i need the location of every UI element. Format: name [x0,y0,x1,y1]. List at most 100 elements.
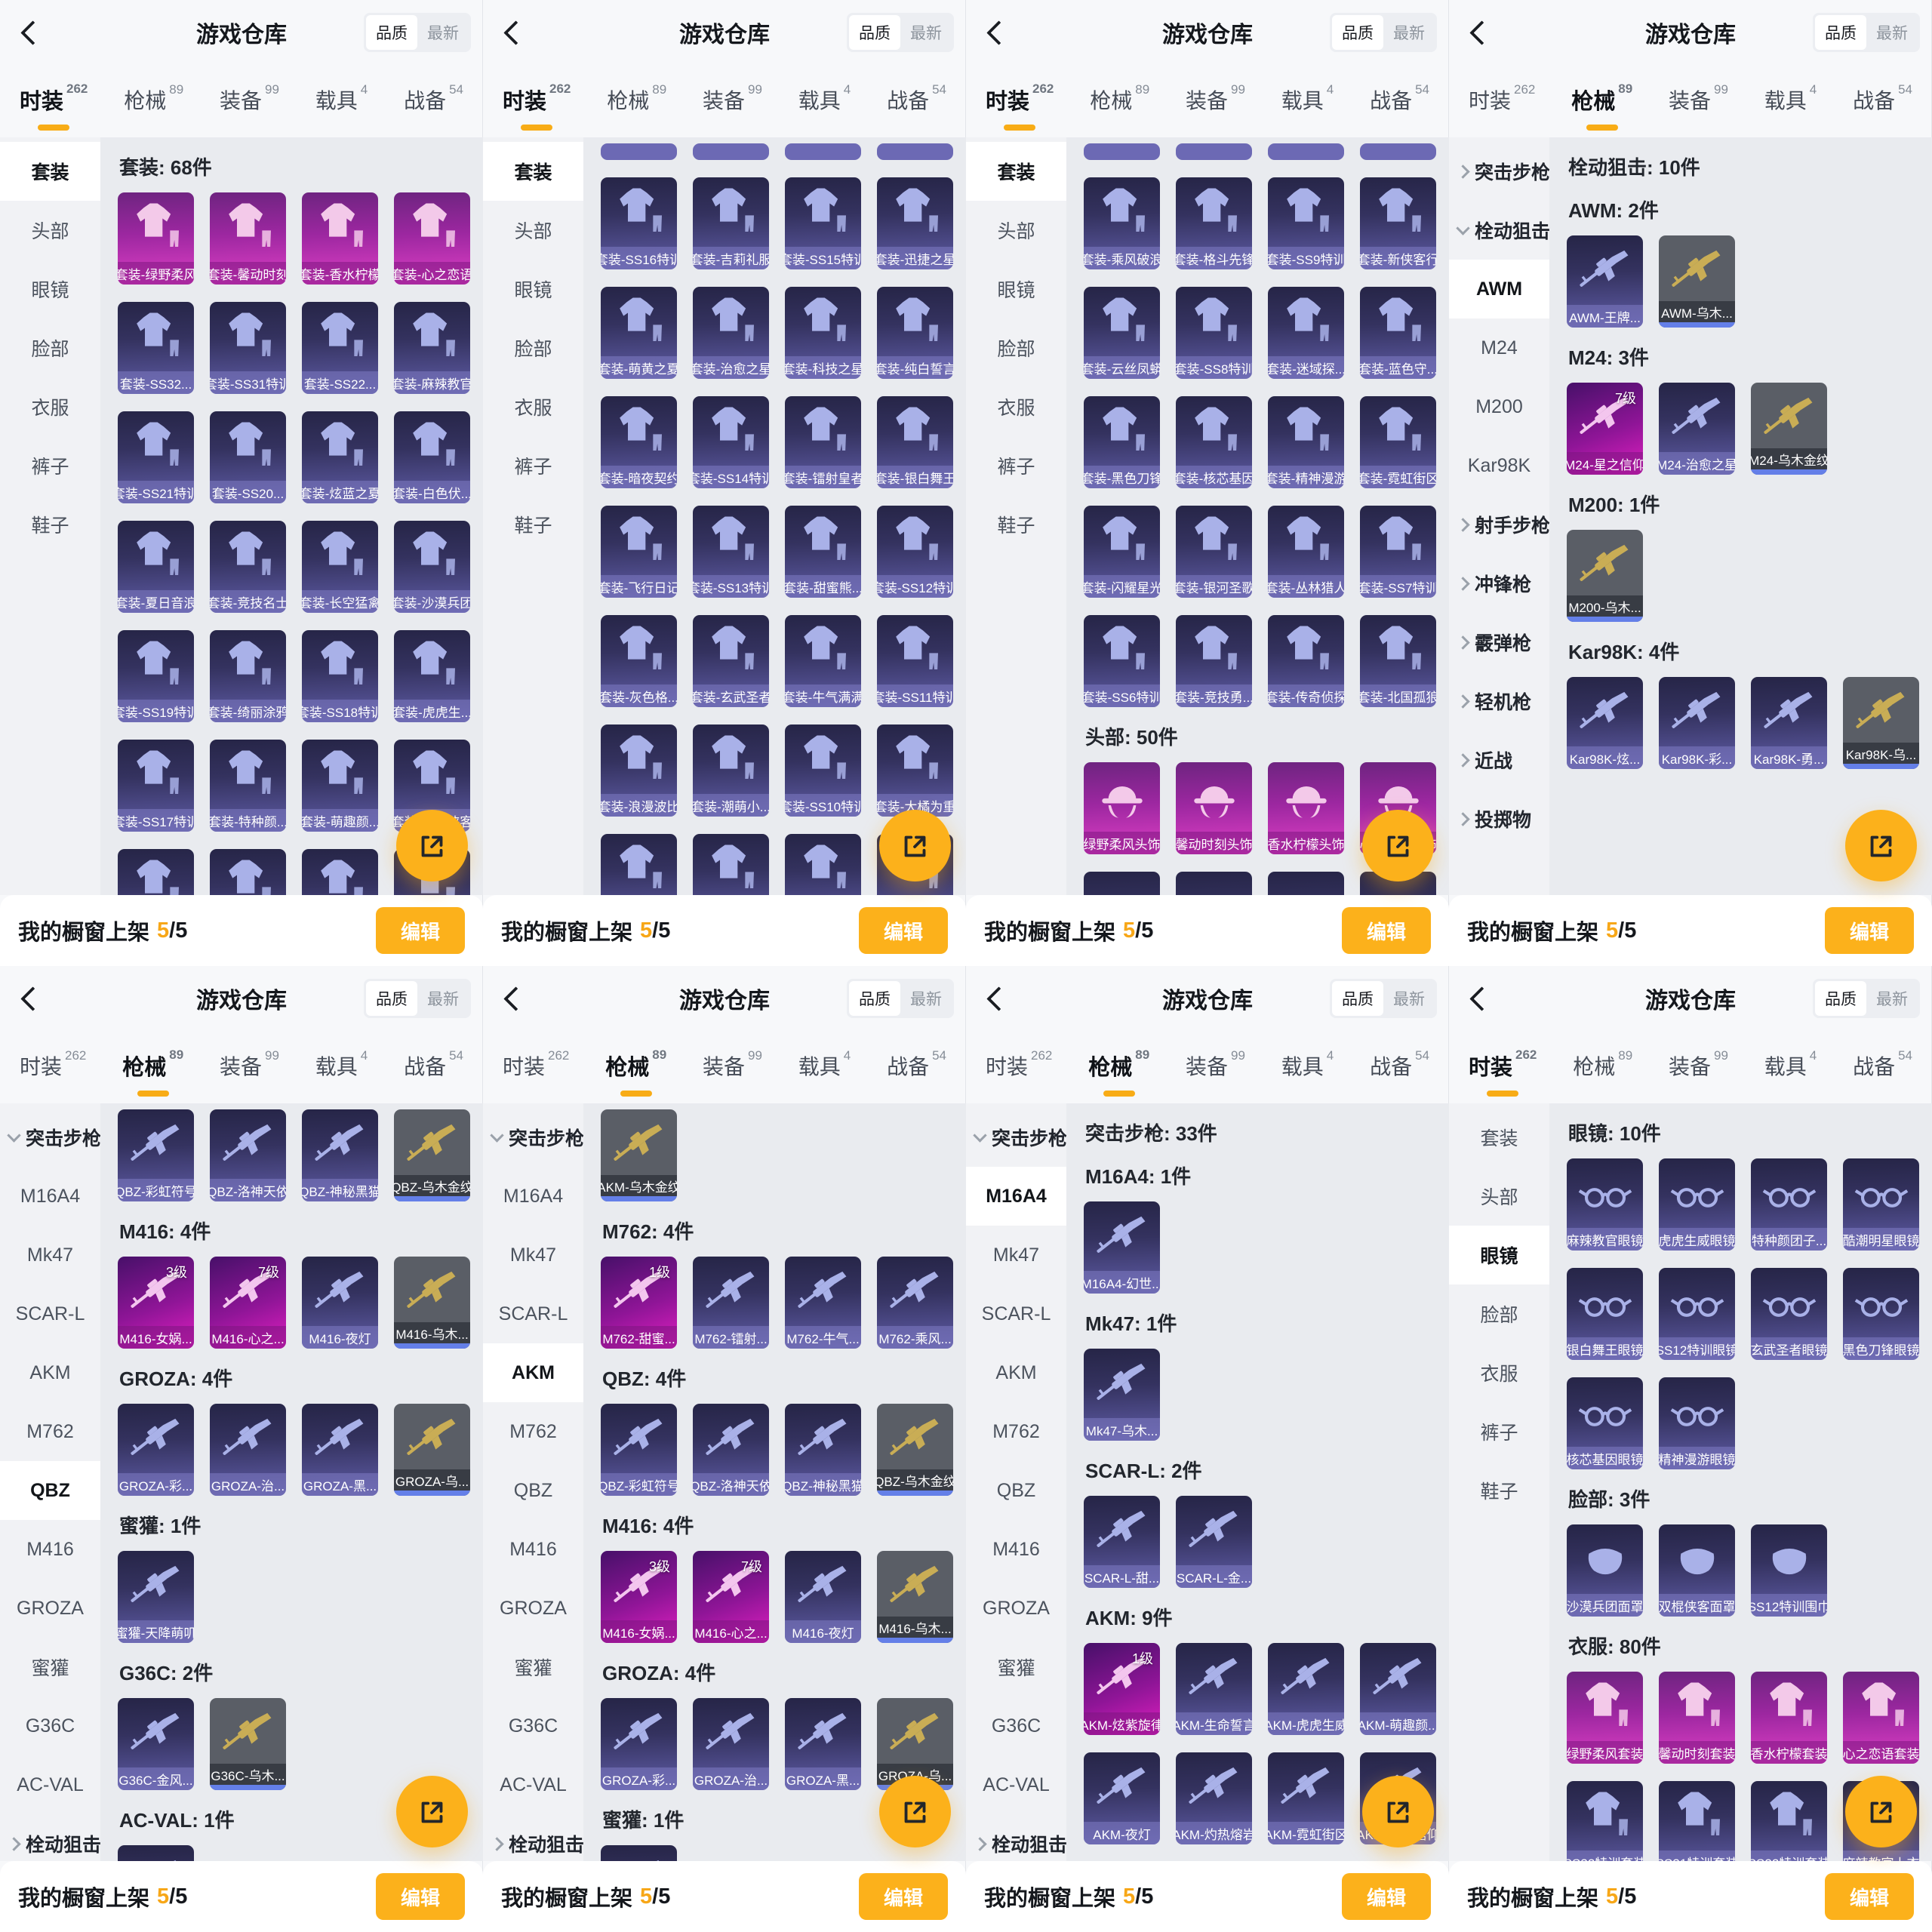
sidebar-item[interactable]: 套装 [1449,1108,1549,1167]
edit-button[interactable]: 编辑 [859,1873,948,1920]
item-card[interactable]: 套装-SS18特训 [302,630,378,722]
edit-button[interactable]: 编辑 [1825,907,1914,954]
item-card[interactable]: Kar98K-彩... [1659,677,1735,769]
tab-supplies[interactable]: 战备 54 [1851,1046,1914,1088]
share-fab-button[interactable] [1845,1776,1917,1847]
item-card[interactable]: AKM-乌木金纹 [601,1109,677,1201]
sidebar-item[interactable]: 头部 [966,201,1066,260]
sidebar-item[interactable]: G36C [966,1697,1066,1755]
tab-vehicles[interactable]: 载具 4 [314,80,369,122]
item-card[interactable]: 套装-暗夜契约 [601,396,677,488]
item-card[interactable]: M16A4-幻世... [1084,1201,1160,1294]
edit-button[interactable]: 编辑 [376,907,465,954]
item-card[interactable]: 套装-SS31特训 [210,302,286,394]
item-card[interactable]: 套装-SS15特训 [785,177,861,269]
item-card[interactable]: 套装-治愈之星 [693,287,769,379]
item-card[interactable]: 套装-迷域探... [1268,287,1344,379]
sidebar-item[interactable]: 衣服 [1449,1343,1549,1402]
item-card[interactable] [210,849,286,895]
back-button[interactable] [981,15,1016,50]
item-card[interactable]: 套装-虎虎生... [394,630,470,722]
item-card[interactable]: AKM-萌趣颜... [1360,1643,1436,1735]
tab-vehicles[interactable]: 载具 4 [797,80,852,122]
item-card[interactable]: 银白舞王眼镜 [1567,1268,1643,1360]
back-button[interactable] [498,981,533,1016]
sidebar-item[interactable]: 投掷物 [1449,789,1549,848]
sidebar-item[interactable]: AWM [1449,260,1549,318]
sidebar-item[interactable]: M16A4 [483,1167,583,1226]
edit-button[interactable]: 编辑 [1825,1873,1914,1920]
sidebar-item[interactable]: SCAR-L [0,1284,100,1343]
sort-option-quality[interactable]: 品质 [1815,981,1866,1016]
item-card[interactable]: G36C-金风... [118,1698,194,1790]
sidebar-item[interactable]: 鞋子 [966,495,1066,554]
tab-supplies[interactable]: 战备 54 [1368,80,1431,122]
item-card[interactable]: 套装-乘风破浪 [1084,177,1160,269]
item-card[interactable]: GROZA-乌... [394,1404,470,1496]
edit-button[interactable]: 编辑 [859,907,948,954]
sidebar-item[interactable]: Mk47 [483,1226,583,1284]
sidebar-item[interactable]: 衣服 [966,377,1066,436]
item-card[interactable]: AKM-虎虎生威 [1268,1643,1344,1735]
tab-gear[interactable]: 装备 99 [1667,80,1730,122]
item-card[interactable]: 套装-夏日音浪 [118,521,194,613]
item-card[interactable]: 蜜獾-天降萌叽 [601,1845,677,1861]
tab-supplies[interactable]: 战备 54 [1368,1046,1431,1088]
item-card[interactable]: 套装-新侠客行 [1360,177,1436,269]
tab-weapons[interactable]: 枪械 89 [122,80,185,122]
tab-supplies[interactable]: 战备 54 [885,1046,948,1088]
tab-fashion[interactable]: 时装 262 [1467,80,1537,122]
item-card[interactable]: SS12特训围巾 [1751,1524,1827,1617]
sidebar-item[interactable]: 裤子 [966,436,1066,495]
item-card[interactable]: 套装-潮萌小... [693,724,769,817]
sidebar-item[interactable]: SCAR-L [966,1284,1066,1343]
sidebar-item[interactable]: 脸部 [1449,1284,1549,1343]
item-card[interactable]: M416-乌木... [394,1257,470,1349]
sidebar-item[interactable]: 套装 [0,142,100,201]
item-card[interactable]: 套装-吉莉礼服 [693,177,769,269]
item-card[interactable]: 馨动时刻头饰 [1176,762,1252,854]
item-card[interactable]: QBZ-洛神天依 [210,1109,286,1201]
sort-option-latest[interactable]: 最新 [1393,25,1425,42]
item-card[interactable]: 套装-竞技勇... [1176,615,1252,707]
sidebar-item[interactable]: M762 [483,1402,583,1461]
item-card[interactable]: 套装-SS22... [302,302,378,394]
sidebar-item[interactable]: G36C [0,1697,100,1755]
sidebar-item[interactable]: Kar98K [1449,436,1549,495]
sidebar-item[interactable]: 鞋子 [1449,1461,1549,1520]
item-card[interactable]: 套装-心之恋语 [394,192,470,285]
item-card[interactable]: GROZA-治... [693,1698,769,1790]
sidebar-item[interactable]: M416 [0,1520,100,1579]
sidebar-item[interactable]: 栓动狙击 [483,1814,583,1861]
item-card[interactable]: 虎虎生威眼镜 [1659,1158,1735,1251]
sidebar-item[interactable]: 裤子 [1449,1402,1549,1461]
item-card[interactable]: 套装-银白舞王 [877,396,953,488]
item-card[interactable]: 套装-竞技名士 [210,521,286,613]
tab-supplies[interactable]: 战备 54 [1851,80,1914,122]
item-card[interactable]: 套装-SS32... [118,302,194,394]
sidebar-item[interactable]: M200 [1449,377,1549,436]
item-card[interactable]: 绿野柔风套装 [1567,1672,1643,1764]
item-card[interactable] [601,834,677,895]
sidebar-item[interactable]: AKM [0,1343,100,1402]
item-card[interactable] [1176,872,1252,895]
tab-fashion[interactable]: 时装 262 [501,1046,571,1088]
item-card[interactable]: Kar98K-勇... [1751,677,1827,769]
item-card[interactable]: 7级 M416-心之... [693,1551,769,1643]
item-card[interactable]: 7级 M416-心之... [210,1257,286,1349]
tab-gear[interactable]: 装备 99 [701,80,764,122]
item-card[interactable]: 套装-香水柠檬 [302,192,378,285]
item-card[interactable]: 心之恋语套装 [1843,1672,1919,1764]
sort-option-quality[interactable]: 品质 [1815,15,1866,50]
back-button[interactable] [1464,981,1499,1016]
tab-weapons[interactable]: 枪械 89 [1088,80,1151,122]
sidebar-item[interactable]: 鞋子 [0,495,100,554]
sidebar-item[interactable]: 套装 [966,142,1066,201]
item-card[interactable]: 套装-浪漫波比 [601,724,677,817]
item-card[interactable]: AWM-王牌... [1567,235,1643,328]
item-card[interactable]: 套装-绿野柔风 [118,192,194,285]
tab-fashion[interactable]: 时装 262 [1467,1045,1538,1089]
sidebar-item[interactable]: AC-VAL [0,1755,100,1814]
tab-fashion[interactable]: 时装 262 [984,79,1055,123]
item-card[interactable]: 套装-SS17特训 [118,740,194,832]
